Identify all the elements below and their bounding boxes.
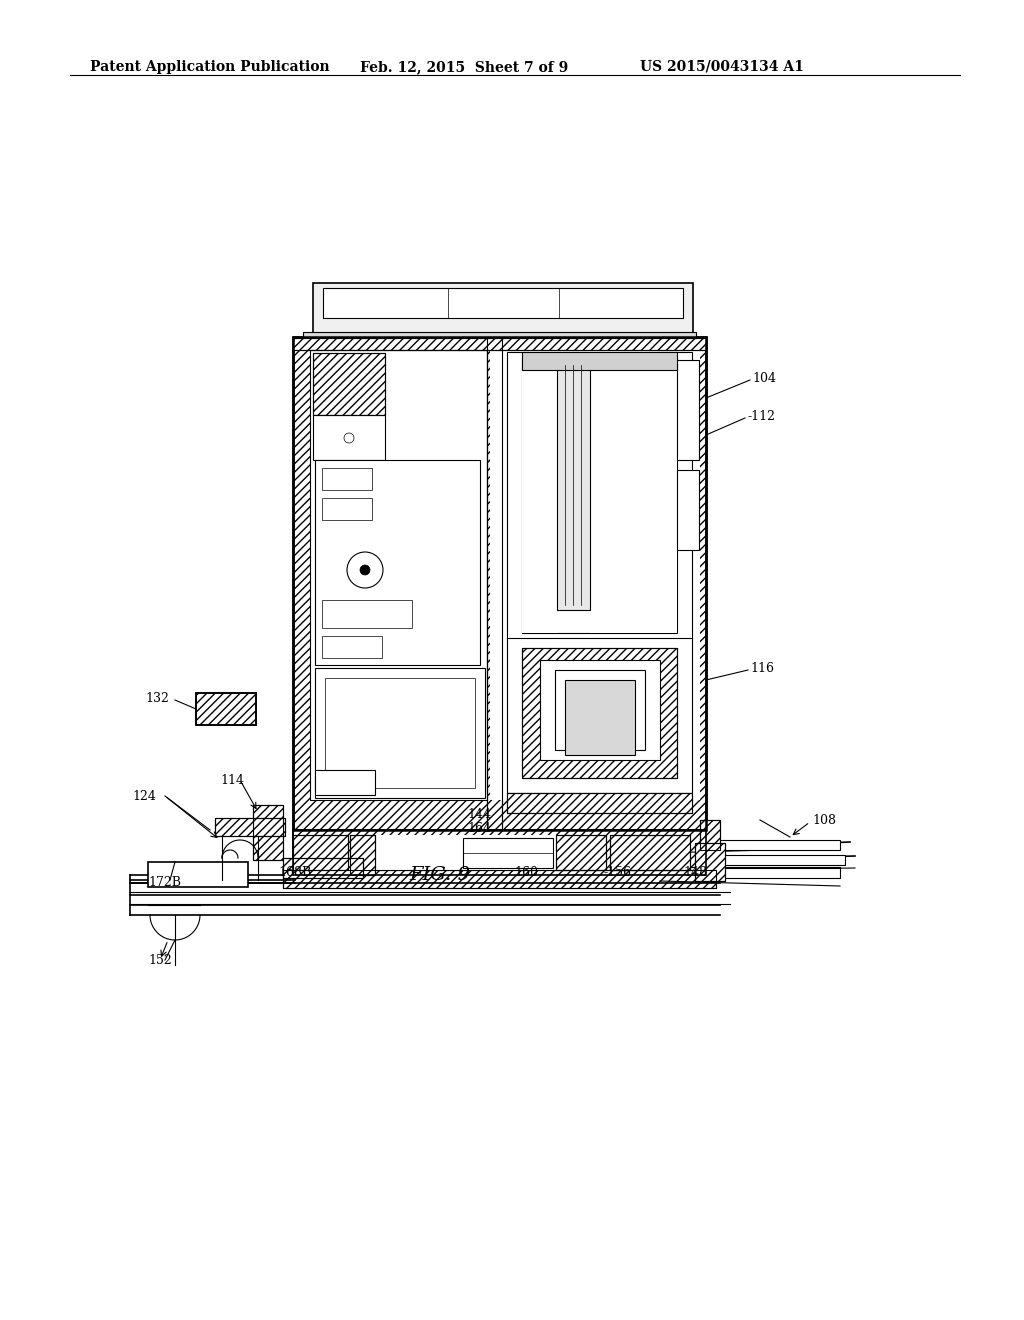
Text: 114: 114 xyxy=(220,774,244,787)
Text: 164: 164 xyxy=(467,821,490,834)
Text: 160: 160 xyxy=(514,866,538,879)
Text: -112: -112 xyxy=(746,409,775,422)
Bar xyxy=(325,678,475,788)
Bar xyxy=(490,350,700,800)
Bar xyxy=(695,843,725,880)
Bar xyxy=(293,337,706,830)
Bar xyxy=(507,793,692,813)
Bar xyxy=(700,820,720,850)
Bar xyxy=(695,843,725,880)
Bar xyxy=(350,836,375,875)
Bar xyxy=(677,470,699,550)
Bar xyxy=(590,358,677,634)
Bar xyxy=(490,350,505,800)
Text: 172B: 172B xyxy=(148,875,181,888)
Bar xyxy=(463,838,553,869)
Bar xyxy=(322,498,372,520)
Bar xyxy=(610,836,690,870)
Bar xyxy=(148,862,248,887)
Bar xyxy=(350,836,600,870)
Bar xyxy=(293,836,348,870)
Text: 108: 108 xyxy=(812,813,836,826)
Bar xyxy=(540,660,660,760)
Bar xyxy=(303,333,696,347)
Bar xyxy=(557,360,590,610)
Text: 104: 104 xyxy=(752,371,776,384)
Text: Patent Application Publication: Patent Application Publication xyxy=(90,59,330,74)
Bar xyxy=(322,636,382,657)
Bar xyxy=(283,870,716,888)
Bar xyxy=(522,648,677,777)
Text: 144: 144 xyxy=(467,808,490,821)
Bar xyxy=(322,469,372,490)
Bar xyxy=(293,338,706,350)
Bar xyxy=(310,350,487,800)
Bar xyxy=(715,840,840,850)
Bar xyxy=(700,820,720,850)
Text: 124: 124 xyxy=(132,789,156,803)
Bar xyxy=(215,818,285,836)
Bar xyxy=(322,601,412,628)
Bar xyxy=(313,414,385,459)
Bar xyxy=(313,352,385,414)
Bar xyxy=(610,836,690,870)
Bar xyxy=(715,855,845,865)
Bar xyxy=(522,352,677,370)
Bar xyxy=(487,337,502,830)
Bar xyxy=(283,870,716,888)
Bar xyxy=(283,858,362,878)
Text: Feb. 12, 2015  Sheet 7 of 9: Feb. 12, 2015 Sheet 7 of 9 xyxy=(360,59,568,74)
Bar xyxy=(293,836,348,870)
Bar xyxy=(315,770,375,795)
Bar xyxy=(507,352,692,640)
Bar xyxy=(565,680,635,755)
Bar xyxy=(215,818,285,836)
Bar xyxy=(556,836,606,870)
Text: 152: 152 xyxy=(148,953,172,966)
Text: FIG. 9: FIG. 9 xyxy=(410,866,470,884)
Bar xyxy=(507,638,692,793)
Circle shape xyxy=(360,565,370,576)
Circle shape xyxy=(344,433,354,444)
Bar xyxy=(522,358,557,634)
Circle shape xyxy=(347,552,383,587)
Bar xyxy=(677,360,699,459)
Bar xyxy=(487,337,502,830)
Bar xyxy=(313,282,693,341)
Bar xyxy=(555,671,645,750)
Text: 168B: 168B xyxy=(279,866,311,879)
Bar xyxy=(715,869,840,878)
Bar xyxy=(310,350,487,800)
Bar xyxy=(315,459,480,665)
Bar xyxy=(507,793,692,813)
Bar xyxy=(315,668,485,799)
Bar xyxy=(350,836,375,875)
Bar xyxy=(253,805,283,861)
Bar xyxy=(196,693,256,725)
Text: -156: -156 xyxy=(604,866,632,879)
Text: 148: 148 xyxy=(683,866,707,879)
Bar xyxy=(522,648,677,777)
Bar xyxy=(293,337,706,830)
Bar xyxy=(293,338,706,350)
Bar xyxy=(253,805,283,861)
Bar xyxy=(293,830,706,875)
Bar xyxy=(680,350,700,800)
Bar xyxy=(196,693,256,725)
Text: 116: 116 xyxy=(750,661,774,675)
Text: US 2015/0043134 A1: US 2015/0043134 A1 xyxy=(640,59,804,74)
Bar xyxy=(522,358,677,634)
Bar xyxy=(323,288,683,318)
Bar xyxy=(283,858,362,878)
Bar xyxy=(313,352,385,414)
Bar xyxy=(293,830,706,875)
Text: 132: 132 xyxy=(145,692,169,705)
Bar xyxy=(556,836,606,870)
